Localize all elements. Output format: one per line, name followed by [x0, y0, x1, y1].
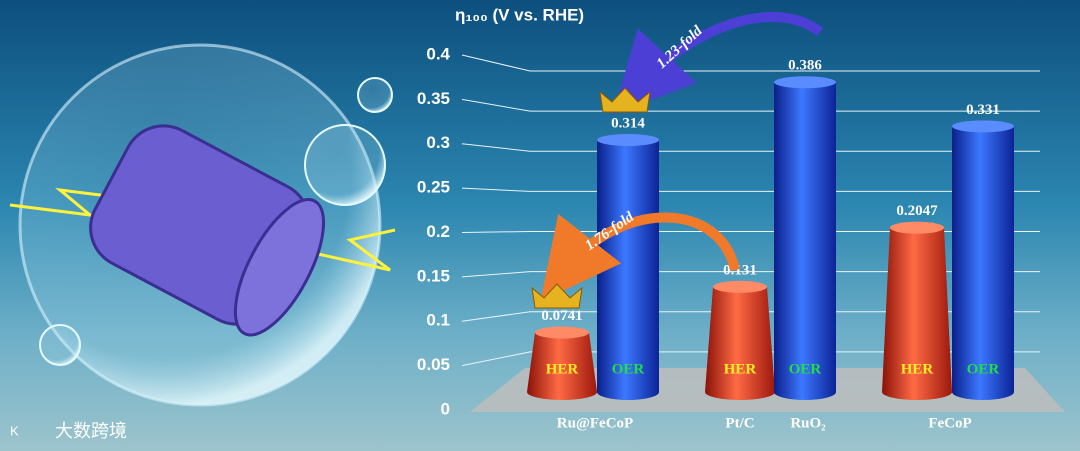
bar-series-label: HER — [724, 361, 757, 377]
value-label: 0.2047 — [896, 203, 938, 219]
grid-line — [461, 231, 1040, 233]
bar-series-label: HER — [546, 361, 579, 377]
grid-line — [461, 271, 1040, 278]
y-tick-label: 0.15 — [417, 266, 450, 285]
bar — [527, 332, 597, 400]
y-tick-label: 0.25 — [417, 178, 450, 197]
y-tick-label: 0 — [441, 399, 450, 418]
y-tick-label: 0.2 — [426, 222, 450, 241]
bar-top — [535, 326, 589, 339]
grid-line — [461, 143, 1040, 152]
bar-top — [597, 134, 659, 147]
arrow — [540, 212, 740, 302]
crown — [531, 87, 651, 309]
grid-line — [461, 98, 1040, 112]
logo: K — [10, 423, 19, 438]
grid-line — [461, 351, 1040, 367]
illustration — [9, 43, 396, 407]
y-tick-label: 0.1 — [426, 311, 450, 330]
value-label: 0.0741 — [541, 308, 582, 324]
bar — [597, 140, 659, 400]
value-label: 0.131 — [723, 262, 757, 278]
bar — [952, 126, 1014, 400]
y-tick-label: 0.3 — [426, 133, 450, 152]
x-tick-label: Pt/C — [725, 415, 754, 431]
bar-top — [952, 120, 1014, 133]
arrow — [612, 12, 824, 115]
watermark: 大数跨境 — [55, 421, 127, 441]
bar-top — [890, 221, 944, 234]
x-tick-label: RuO₂ — [790, 415, 826, 431]
value-label: 0.314 — [611, 115, 645, 131]
x-tick-label: Ru@FeCoP — [557, 415, 633, 431]
grid-line — [461, 187, 1040, 192]
bar — [774, 82, 836, 401]
x-tick-label: FeCoP — [928, 415, 971, 431]
grid-line — [461, 54, 1040, 72]
plot: 0 0.05 0.1 0.15 0.2 0.25 0.3 0.35 0.4 0.0741 HER 0.… — [417, 44, 1040, 431]
bar-top — [774, 76, 836, 89]
bar — [882, 227, 952, 400]
value-label: 0.331 — [966, 102, 1000, 118]
bar-series-label: OER — [789, 361, 822, 377]
bar-series-label: OER — [612, 361, 645, 377]
y-tick-label: 0.4 — [426, 44, 450, 63]
grid-line — [461, 311, 1040, 322]
bar-series-label: HER — [901, 361, 934, 377]
bar-top — [713, 280, 767, 293]
y-tick-label: 0.05 — [417, 355, 450, 374]
bar — [705, 286, 775, 400]
y-tick-label: 0.35 — [417, 89, 450, 108]
value-label: 0.386 — [788, 58, 822, 74]
axis-title: η₁₀₀ (V vs. RHE) — [455, 5, 584, 24]
bar-series-label: OER — [967, 361, 1000, 377]
